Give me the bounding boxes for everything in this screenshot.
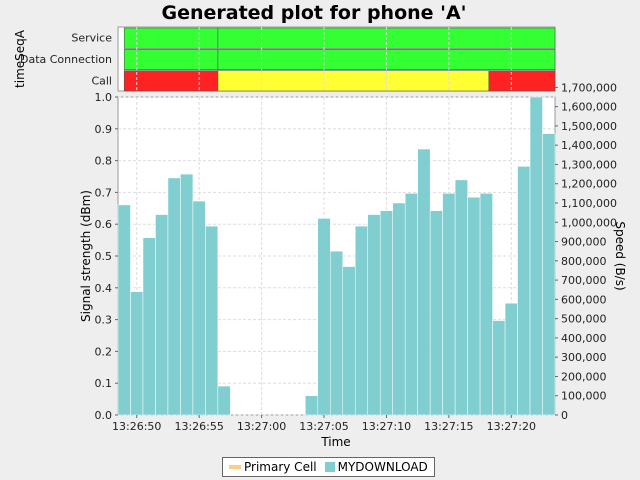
- status-rows: Service Data Connection Call: [20, 32, 112, 88]
- status-row-label: Data Connection: [20, 53, 112, 66]
- x-tick-label: 13:26:55: [174, 420, 223, 433]
- legend-label: Primary Cell: [244, 460, 317, 474]
- status-segments: [123, 27, 556, 92]
- bar: [417, 148, 431, 416]
- bar: [504, 302, 518, 416]
- legend-item-primary-cell: Primary Cell: [229, 460, 317, 474]
- bar: [354, 225, 368, 416]
- y2-tick-label: 0: [561, 409, 568, 422]
- bar: [205, 225, 219, 416]
- y2-tick-label: 1,300,000: [561, 158, 617, 171]
- x-axis-label: Time: [320, 435, 350, 449]
- y2-tick-label: 1,700,000: [561, 81, 617, 94]
- bar: [167, 177, 181, 416]
- y2-tick-label: 200,000: [561, 370, 607, 383]
- bar: [492, 320, 506, 416]
- x-tick-label: 13:27:20: [487, 420, 536, 433]
- y-tick-label: 1.0: [95, 91, 113, 104]
- bar: [305, 395, 319, 416]
- bar: [117, 204, 131, 416]
- y-tick-label: 0.6: [95, 218, 113, 231]
- bars: [117, 96, 556, 416]
- y2-tick-label: 400,000: [561, 332, 607, 345]
- legend-swatch: [229, 465, 241, 469]
- bar: [317, 218, 331, 416]
- status-segment: [123, 27, 219, 49]
- x-tick-label: 13:27:10: [362, 420, 411, 433]
- y2-tick-label: 800,000: [561, 255, 607, 268]
- x-tick-label: 13:27:15: [424, 420, 473, 433]
- y2-tick-label: 1,100,000: [561, 197, 617, 210]
- x-axis-ticks: 13:26:50 13:26:55 13:27:00 13:27:05 13:27:10…: [112, 415, 536, 433]
- bar: [180, 173, 194, 416]
- bar: [330, 250, 343, 416]
- y2-axis-label: Speed (B/s): [613, 221, 627, 290]
- status-segment: [123, 49, 219, 70]
- bar: [442, 193, 456, 416]
- y2-tick-label: 900,000: [561, 236, 607, 249]
- bar: [517, 166, 531, 416]
- bar: [404, 193, 418, 416]
- bar: [479, 193, 493, 416]
- y-tick-label: 0.7: [95, 186, 113, 199]
- x-tick-label: 13:27:00: [237, 420, 286, 433]
- y2-tick-label: 100,000: [561, 390, 607, 403]
- legend: Primary Cell MYDOWNLOAD: [222, 457, 435, 477]
- chart-title: Generated plot for phone 'A': [162, 2, 467, 24]
- status-segment: [217, 70, 490, 92]
- bar: [192, 200, 206, 416]
- bar: [142, 237, 156, 416]
- y2-tick-label: 1,000,000: [561, 216, 617, 229]
- y2-tick-label: 1,400,000: [561, 139, 617, 152]
- y-tick-label: 0.5: [95, 250, 113, 263]
- y2-tick-label: 1,600,000: [561, 101, 617, 114]
- bar: [542, 133, 556, 416]
- bar: [155, 214, 169, 416]
- bar: [467, 196, 481, 416]
- y-tick-label: 0.1: [95, 377, 113, 390]
- x-tick-label: 13:27:05: [299, 420, 348, 433]
- status-row-label: Service: [71, 32, 112, 45]
- bar: [454, 179, 468, 416]
- y2-tick-label: 500,000: [561, 313, 607, 326]
- y-tick-label: 0.2: [95, 345, 113, 358]
- y2-tick-label: 1,500,000: [561, 120, 617, 133]
- bar: [379, 210, 393, 416]
- bar: [392, 202, 406, 416]
- y-tick-label: 0.9: [95, 123, 113, 136]
- bar: [529, 96, 543, 416]
- status-segment: [488, 70, 556, 92]
- x-tick-label: 13:26:50: [112, 420, 161, 433]
- status-segment: [123, 70, 219, 92]
- y-tick-label: 0.0: [95, 409, 113, 422]
- legend-item-mydownload: MYDOWNLOAD: [324, 460, 428, 474]
- bar: [367, 214, 381, 416]
- y-tick-label: 0.4: [95, 282, 113, 295]
- y-axis-label: Signal strength (dBm): [79, 190, 93, 322]
- y-axis-ticks: 0.0 0.1 0.2 0.3 0.4 0.5 0.6 0.7 0.8 0.9 1.0: [95, 91, 118, 422]
- y-tick-label: 0.8: [95, 155, 113, 168]
- bar: [217, 385, 231, 416]
- y2-tick-label: 600,000: [561, 293, 607, 306]
- bar: [342, 266, 356, 416]
- y2-tick-label: 300,000: [561, 351, 607, 364]
- status-axis-label: timeSeqA: [13, 29, 27, 88]
- y2-axis-ticks: 0 100,000 200,000 300,000 400,000 500,000 600,…: [555, 81, 617, 422]
- y-tick-label: 0.3: [95, 314, 113, 327]
- y2-tick-label: 700,000: [561, 274, 607, 287]
- legend-label: MYDOWNLOAD: [337, 460, 428, 474]
- legend-swatch: [324, 462, 335, 472]
- bar: [130, 291, 144, 416]
- status-row-label: Call: [91, 74, 112, 87]
- bar: [429, 210, 443, 416]
- y2-tick-label: 1,200,000: [561, 178, 617, 191]
